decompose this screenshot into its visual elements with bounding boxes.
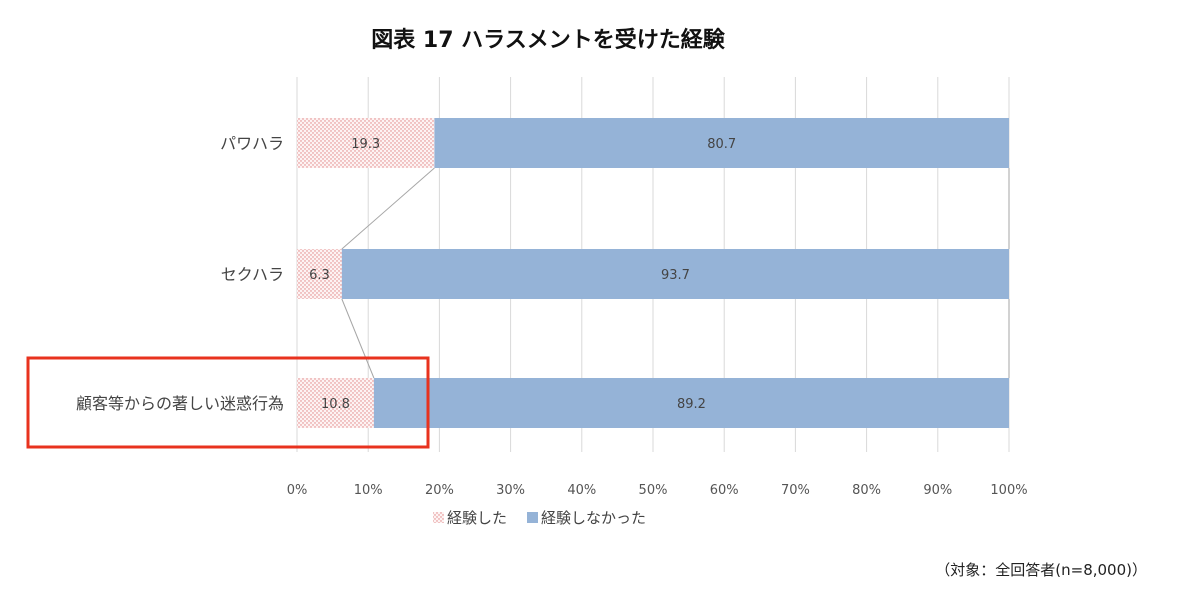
category-label: 顧客等からの著しい迷惑行為	[76, 394, 284, 413]
chart-title: 図表 17 ハラスメントを受けた経験	[371, 27, 725, 53]
highlight-box	[26, 356, 430, 449]
x-tick-label: 0%	[287, 483, 308, 498]
x-tick-label: 70%	[781, 483, 810, 498]
data-label: 10.8	[321, 397, 350, 412]
bar-experienced	[297, 249, 342, 299]
x-tick-label: 60%	[710, 483, 739, 498]
legend-swatch-experienced	[433, 512, 444, 523]
x-tick-label: 10%	[354, 483, 383, 498]
x-tick-label: 100%	[990, 483, 1027, 498]
bar-not-experienced	[434, 118, 1009, 168]
data-label: 89.2	[677, 397, 706, 412]
series-line	[341, 167, 435, 250]
data-label: 6.3	[309, 268, 330, 283]
category-label: パワハラ	[220, 134, 284, 153]
x-tick-label: 30%	[496, 483, 525, 498]
series-lines	[341, 167, 1010, 379]
legend-swatch-not-experienced	[527, 512, 538, 523]
highlight	[26, 356, 430, 449]
bars: 19.3 80.7 6.3 93.7 10.8 89.2	[297, 118, 1010, 428]
data-label: 93.7	[661, 268, 690, 283]
legend-label: 経験しなかった	[541, 509, 646, 527]
x-tick-label: 80%	[852, 483, 881, 498]
data-label: 80.7	[707, 137, 736, 152]
x-axis: 0% 10% 20% 30% 40% 50% 60% 70% 80% 90% 100%	[287, 483, 1028, 498]
category-label: セクハラ	[221, 265, 284, 284]
series-line	[341, 298, 375, 379]
data-label: 19.3	[351, 137, 380, 152]
x-tick-label: 20%	[425, 483, 454, 498]
bar-experienced	[297, 118, 435, 168]
bar-experienced	[297, 378, 374, 428]
x-tick-label: 50%	[639, 483, 668, 498]
legend: 経験した 経験しなかった	[433, 509, 646, 527]
legend-label: 経験した	[447, 509, 507, 527]
bar-not-experienced	[341, 249, 1010, 299]
bar-not-experienced	[373, 378, 1009, 428]
x-tick-label: 90%	[923, 483, 952, 498]
sample-note: （対象：全回答者(n=8,000)）	[935, 561, 1147, 579]
x-tick-label: 40%	[567, 483, 596, 498]
